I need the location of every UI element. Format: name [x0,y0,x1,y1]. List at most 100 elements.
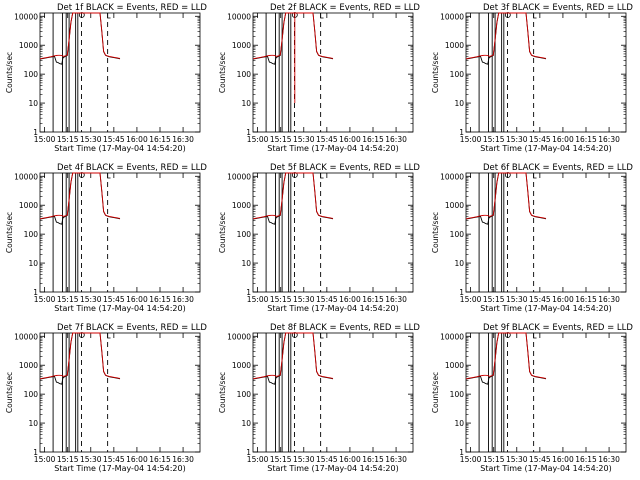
y-tick-label: 1000 [445,361,464,370]
x-tick-label: 16:00 [126,295,148,304]
x-tick-label: 15:45 [103,135,125,144]
x-tick-label: 16:15 [149,135,171,144]
marker-circle [504,12,511,18]
plot-frame [252,172,414,293]
y-tick-label: 100 [237,390,252,399]
x-tick-label: 16:15 [362,295,384,304]
chart-title: Det 7f BLACK = Events, RED = LLD [57,323,207,333]
series-lld-line [39,12,121,60]
y-tick-label: 100 [450,390,465,399]
series-lld-line [465,172,547,220]
marker-bracket [320,13,324,19]
y-tick-label: 1 [459,128,464,137]
marker-circle [504,172,511,178]
x-tick-label: 15:15 [57,455,79,464]
y-tick-label: 1000 [232,41,251,50]
x-tick-label: 15:30 [80,455,102,464]
x-tick-label: 16:00 [339,455,361,464]
y-tick-label: 100 [24,230,39,239]
marker-circle [291,332,298,338]
y-tick-label: 10000 [227,172,251,181]
marker-bracket [533,333,537,339]
x-tick-label: 16:15 [575,455,597,464]
y-axis-label: Counts/sec [218,212,227,253]
x-tick-label: 15:30 [80,135,102,144]
x-tick-label: 16:30 [385,135,407,144]
x-tick-label: 15:30 [506,135,528,144]
y-tick-label: 1 [246,128,251,137]
x-tick-label: 16:00 [552,455,574,464]
chart-title: Det 6f BLACK = Events, RED = LLD [483,163,633,173]
x-tick-label: 16:15 [575,135,597,144]
x-axis-label: Start Time (17-May-04 14:54:20) [480,464,611,473]
x-tick-label: 16:30 [598,455,620,464]
x-tick-label: 15:15 [270,455,292,464]
x-tick-label: 15:15 [483,455,505,464]
series-lld-line [465,332,547,380]
x-tick-label: 16:00 [126,135,148,144]
x-tick-label: 16:00 [552,135,574,144]
chart-panel-9: Det 9f BLACK = Events, RED = LLD 1 10 100 10… [431,323,633,473]
x-tick-label: 16:00 [339,295,361,304]
series-lld-line [252,332,334,380]
x-tick-label: 16:00 [339,135,361,144]
x-axis-label: Start Time (17-May-04 14:54:20) [267,464,398,473]
y-tick-label: 10 [28,419,38,428]
x-tick-label: 15:30 [293,295,315,304]
marker-circle [78,172,85,178]
chart-title: Det 5f BLACK = Events, RED = LLD [270,163,420,173]
x-axis-label: Start Time (17-May-04 14:54:20) [54,464,185,473]
plot-frame [252,12,414,133]
y-tick-label: 10000 [440,12,464,21]
y-axis-label: Counts/sec [218,52,227,93]
y-tick-label: 10 [241,419,251,428]
x-tick-label: 15:15 [57,135,79,144]
marker-bracket [533,13,537,19]
x-tick-label: 16:30 [385,455,407,464]
x-tick-label: 15:30 [293,135,315,144]
y-tick-label: 1000 [445,41,464,50]
y-tick-label: 1 [246,288,251,297]
x-tick-label: 15:00 [247,135,269,144]
y-tick-label: 100 [450,70,465,79]
x-tick-label: 15:00 [460,135,482,144]
x-tick-label: 15:15 [483,135,505,144]
chart-panel-3: Det 3f BLACK = Events, RED = LLD 1 10 100 10… [431,3,633,153]
y-tick-label: 100 [24,390,39,399]
y-tick-label: 10000 [440,172,464,181]
y-tick-label: 100 [24,70,39,79]
chart-title: Det 1f BLACK = Events, RED = LLD [57,3,207,13]
marker-circle [504,332,511,338]
x-tick-label: 15:45 [316,295,338,304]
y-tick-label: 10000 [14,332,38,341]
chart-panel-7: Det 7f BLACK = Events, RED = LLD 1 10 100 10… [5,323,207,473]
y-tick-label: 1000 [19,41,38,50]
plot-frame [465,12,627,133]
series-lld-line [465,12,547,60]
x-tick-label: 15:00 [34,455,56,464]
y-tick-label: 1000 [19,201,38,210]
marker-circle [291,172,298,178]
y-tick-label: 10 [28,99,38,108]
x-tick-label: 16:00 [126,455,148,464]
y-axis-label: Counts/sec [5,52,14,93]
y-tick-label: 1 [33,128,38,137]
marker-bracket [107,333,111,339]
y-axis-label: Counts/sec [5,212,14,253]
y-tick-label: 10 [454,419,464,428]
x-axis-label: Start Time (17-May-04 14:54:20) [267,304,398,313]
x-axis-label: Start Time (17-May-04 14:54:20) [267,144,398,153]
y-tick-label: 10000 [14,12,38,21]
chart-panel-4: Det 4f BLACK = Events, RED = LLD 1 10 100 10… [5,163,207,313]
plot-frame [465,332,627,453]
chart-panel-6: Det 6f BLACK = Events, RED = LLD 1 10 100 10… [431,163,633,313]
marker-bracket [320,333,324,339]
y-tick-label: 1 [33,448,38,457]
y-tick-label: 10 [28,259,38,268]
marker-bracket [107,13,111,19]
y-tick-label: 100 [237,70,252,79]
x-tick-label: 15:45 [103,455,125,464]
x-tick-label: 15:30 [506,455,528,464]
y-tick-label: 1 [459,288,464,297]
